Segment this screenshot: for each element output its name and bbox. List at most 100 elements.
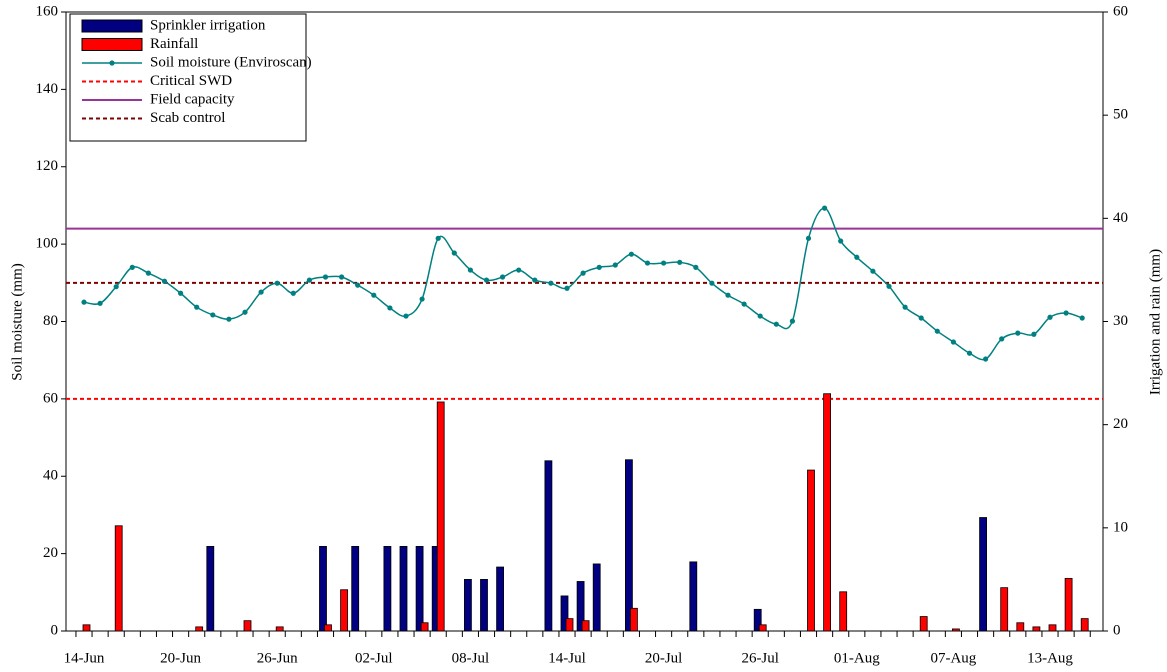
point <box>886 283 892 289</box>
bar <box>1080 618 1089 632</box>
y2-tick-label: 50 <box>1113 107 1128 123</box>
bar <box>689 561 698 632</box>
point <box>596 264 602 270</box>
point <box>1015 330 1021 336</box>
point <box>950 339 957 345</box>
bar <box>383 546 392 632</box>
point <box>612 262 618 268</box>
x-tick-label: 26-Jun <box>257 650 298 666</box>
point <box>516 267 522 273</box>
bar <box>114 525 123 632</box>
x-tick-label: 20-Jul <box>645 650 683 666</box>
bar <box>565 618 574 632</box>
point <box>805 235 812 241</box>
bar <box>581 620 590 632</box>
point <box>81 299 87 305</box>
bar <box>1048 624 1057 632</box>
point <box>258 289 264 295</box>
bar <box>206 546 215 632</box>
y-tick-label: 60 <box>43 390 58 406</box>
y2-tick-label: 0 <box>1113 622 1121 638</box>
y2-tick-label: 10 <box>1113 519 1128 535</box>
x-tick-label: 14-Jun <box>64 650 105 666</box>
bar <box>919 616 928 632</box>
point <box>757 313 763 319</box>
point <box>371 292 377 298</box>
point <box>532 277 538 283</box>
x-tick-label: 08-Jul <box>452 650 490 666</box>
bar <box>979 517 987 632</box>
point <box>1047 314 1053 320</box>
point <box>564 285 570 291</box>
bar <box>415 546 424 632</box>
point <box>902 304 908 310</box>
point <box>644 260 651 266</box>
point <box>918 315 924 321</box>
legend-label: Soil moisture (Enviroscan) <box>150 54 312 70</box>
legend-label: Field capacity <box>150 91 235 107</box>
bar <box>839 591 848 632</box>
legend-label: Rainfall <box>150 36 198 52</box>
bar <box>82 624 91 632</box>
x-tick-label: 07-Aug <box>930 650 976 666</box>
bar <box>480 579 488 632</box>
bar <box>544 460 553 632</box>
bar <box>753 608 762 632</box>
point <box>97 300 103 306</box>
bar <box>463 579 472 632</box>
x-tick-label: 14-Jul <box>548 650 586 666</box>
point <box>113 284 119 290</box>
legend-swatch <box>81 38 143 51</box>
bar <box>592 563 601 632</box>
y2-tick-label: 40 <box>1113 210 1128 226</box>
bar <box>399 546 408 632</box>
point <box>548 280 554 286</box>
point <box>709 280 715 286</box>
y-tick-label: 20 <box>43 545 58 561</box>
bar <box>1032 626 1041 632</box>
bar <box>758 624 767 632</box>
point <box>934 328 940 334</box>
legend-box <box>69 13 307 142</box>
point <box>178 290 184 296</box>
point <box>1063 310 1069 316</box>
bar <box>560 595 569 632</box>
point <box>161 278 168 284</box>
point <box>628 251 635 257</box>
bar <box>807 469 815 632</box>
bar <box>625 459 633 632</box>
point <box>467 267 473 273</box>
bar <box>319 546 327 632</box>
point <box>854 254 860 260</box>
y-tick-label: 120 <box>36 158 59 174</box>
point <box>500 274 506 280</box>
point <box>1031 331 1037 337</box>
bar <box>1064 577 1073 632</box>
y-tick-label: 0 <box>51 622 59 638</box>
point <box>339 274 345 280</box>
legend-label: Sprinkler irrigation <box>150 17 266 33</box>
point <box>725 292 731 298</box>
bar <box>243 620 252 632</box>
x-tick-label: 13-Aug <box>1027 650 1073 666</box>
point <box>838 238 844 244</box>
x-tick-label: 20-Jun <box>160 650 201 666</box>
point <box>226 316 232 322</box>
point <box>290 290 296 296</box>
bar <box>275 626 284 632</box>
point <box>822 205 828 211</box>
point <box>789 318 796 324</box>
point <box>306 277 312 283</box>
point <box>999 336 1005 342</box>
point <box>145 270 151 276</box>
bar <box>420 622 429 632</box>
y2-tick-label: 60 <box>1113 3 1128 19</box>
x-tick-label: 01-Aug <box>834 650 880 666</box>
point <box>483 277 490 283</box>
bar <box>630 607 638 632</box>
y-tick-label: 40 <box>43 468 58 484</box>
bar <box>1000 587 1009 632</box>
point <box>451 250 457 256</box>
y-tick-label: 100 <box>36 236 59 252</box>
point <box>194 304 200 310</box>
